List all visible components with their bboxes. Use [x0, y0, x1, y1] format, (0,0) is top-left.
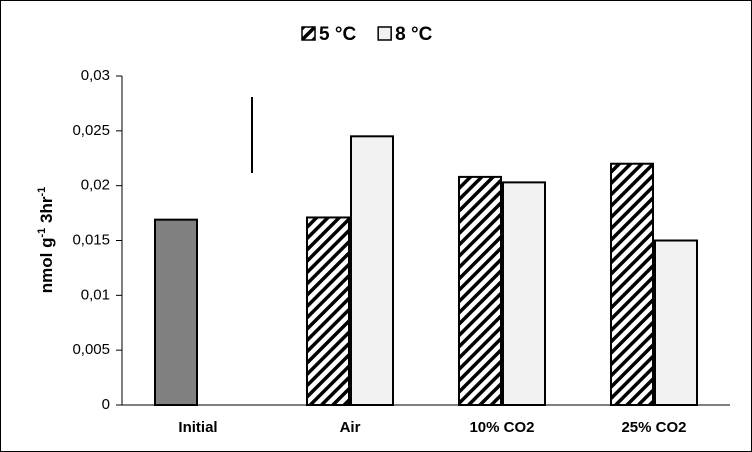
- bar: [154, 218, 198, 406]
- x-tick-label: 10% CO2: [469, 419, 534, 436]
- y-label-part: nmol g: [37, 238, 56, 294]
- x-tick-label: 25% CO2: [621, 419, 686, 436]
- bar: [458, 175, 502, 406]
- bar: [610, 162, 654, 406]
- legend-swatch: [301, 26, 316, 41]
- y-tick-label: 0,015: [72, 231, 110, 248]
- y-tick-label: 0,025: [72, 122, 110, 139]
- y-label-sup: -1: [36, 187, 48, 197]
- bar: [306, 216, 350, 406]
- bar: [654, 239, 698, 406]
- y-tick-label: 0,03: [81, 67, 110, 84]
- x-tick-label: Air: [340, 419, 361, 436]
- y-tick-label: 0,005: [72, 341, 110, 358]
- x-tick-label: Initial: [178, 419, 217, 436]
- y-tick-label: 0,01: [81, 286, 110, 303]
- legend-label: 5 °C: [319, 24, 356, 45]
- y-label-sup: -1: [36, 228, 48, 238]
- bar: [350, 135, 394, 406]
- y-axis-label: nmol g-1 3hr-1: [36, 187, 57, 293]
- legend-label: 8 °C: [395, 24, 432, 45]
- legend-swatch: [377, 26, 392, 41]
- y-tick-label: 0,02: [81, 177, 110, 194]
- y-label-part: 3hr: [37, 196, 56, 228]
- y-tick-label: 0: [102, 396, 110, 413]
- bar: [502, 181, 546, 406]
